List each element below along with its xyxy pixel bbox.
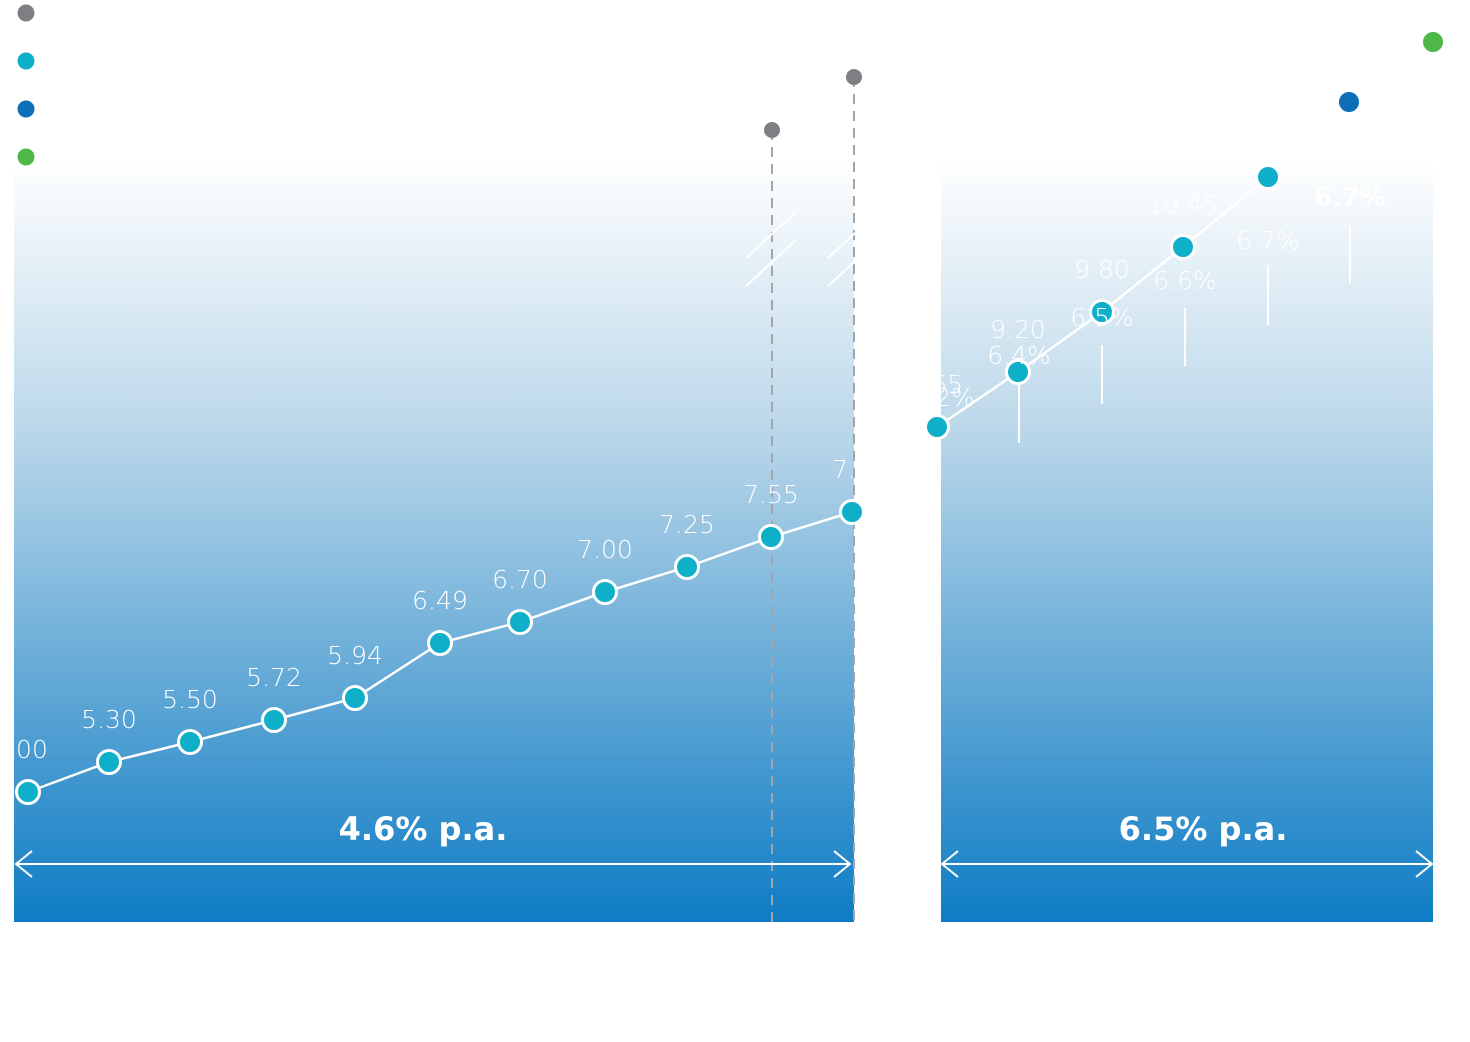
data-label: 11.90: [1308, 45, 1390, 75]
period-arrow-head: [14, 850, 33, 878]
data-label: 5.50: [162, 685, 218, 714]
data-label: 7.55: [743, 480, 799, 509]
data-label: 5.94: [327, 641, 383, 670]
data-point: [1170, 234, 1196, 260]
data-label: 7.25: [659, 510, 715, 539]
data-label: 7.8: [832, 455, 872, 484]
data-label: 9.20: [990, 315, 1046, 344]
data-label: 7.00: [577, 535, 633, 564]
period-growth-label: 4.6% p.a.: [339, 810, 508, 848]
data-point: [261, 707, 287, 733]
data-point: [674, 554, 700, 580]
data-point: [1089, 299, 1115, 325]
legend-marker: [17, 148, 35, 166]
right-panel: [941, 160, 1433, 922]
data-point: [342, 685, 368, 711]
growth-label: 6.4%: [987, 341, 1051, 370]
background-panels: [14, 160, 1433, 922]
data-point: [592, 579, 618, 605]
growth-label: 6.5%: [1070, 303, 1134, 332]
axis-break-mark: [745, 211, 797, 259]
data-label: 6.49: [412, 586, 468, 615]
data-label: 12.: [1393, 0, 1439, 15]
data-label: .00: [8, 735, 48, 764]
reference-marker-dot: [846, 69, 862, 85]
data-point: [924, 414, 950, 440]
data-points: [15, 29, 1446, 805]
partial-growth-label: 1 %: [864, 770, 929, 808]
period-arrow-head: [940, 850, 959, 878]
data-point: [1255, 164, 1281, 190]
legend-marker: [17, 100, 35, 118]
data-point: [15, 779, 41, 805]
data-point: [1420, 29, 1446, 55]
data-point: [1005, 359, 1031, 385]
legend: [17, 4, 35, 166]
legend-marker: [17, 4, 35, 22]
data-label: 10.45: [1147, 190, 1219, 219]
axis-break-mark: [827, 211, 879, 259]
growth-label: 6.7%: [1314, 183, 1386, 213]
growth-label: 6.6%: [1153, 266, 1217, 295]
data-point: [839, 499, 865, 525]
data-point: [177, 729, 203, 755]
data-label: 5.72: [246, 663, 302, 692]
growth-label: 6.7%: [1236, 226, 1300, 255]
data-label: 65: [931, 370, 963, 399]
data-point: [96, 749, 122, 775]
data-label: 11.15: [1232, 120, 1304, 149]
axis-break-mark: [827, 239, 879, 287]
data-point: [1336, 89, 1362, 115]
data-point: [427, 630, 453, 656]
axis-break-mark: [745, 239, 797, 287]
period-growth-label: 6.5% p.a.: [1119, 810, 1288, 848]
data-point: [758, 524, 784, 550]
data-labels: .00 5.30 5.50 5.72 5.94 6.49 6.70 7.00 7.25 7.55 7…: [8, 0, 1439, 764]
data-label: 6.70: [492, 565, 548, 594]
reference-marker-dot: [764, 122, 780, 138]
data-label: 9.80: [1074, 255, 1130, 284]
legend-marker: [17, 52, 35, 70]
left-panel: [14, 160, 854, 922]
growth-label: 2%: [935, 383, 975, 412]
period-arrow-head: [833, 850, 852, 878]
data-point: [507, 609, 533, 635]
period-arrow-head: [1415, 850, 1434, 878]
data-label: 5.30: [81, 705, 137, 734]
